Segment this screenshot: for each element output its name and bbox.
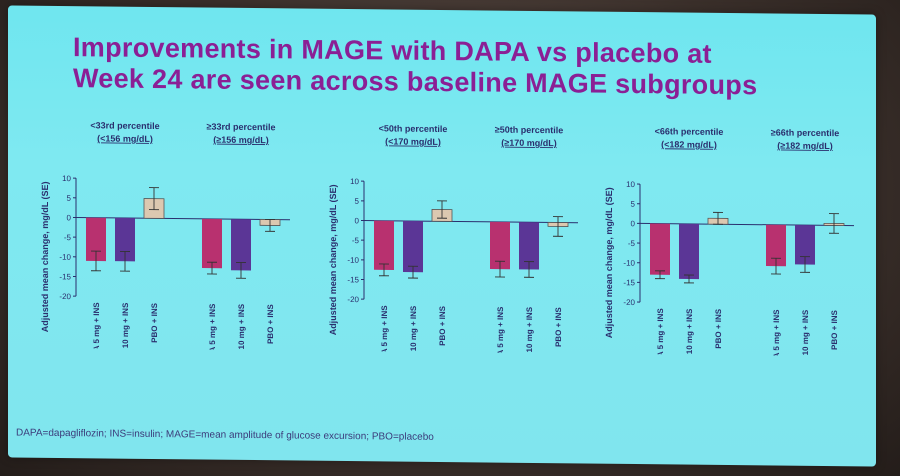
bar [519,222,539,270]
category-label: PBO + INS [150,302,159,343]
y-tick-label: -5 [628,239,636,248]
category-label: DAPA 10 mg + INS [121,302,130,351]
category-label: DAPA 10 mg + INS [237,303,246,350]
y-tick-label: 10 [350,177,359,186]
category-label: DAPA 10 mg + INS [801,309,810,356]
group-subheader: (<170 mg/dL) [385,136,441,147]
group-subheader: (<156 mg/dL) [97,133,153,144]
zero-baseline [640,222,854,227]
y-axis-label: Adjusted mean change, mg/dL (SE) [604,187,614,338]
slide-title: Improvements in MAGE with DAPA vs placeb… [73,32,833,102]
group-subheader: (≥182 mg/dL) [777,141,832,152]
group-header: <33rd percentile [90,120,159,131]
y-tick-label: -15 [59,272,71,281]
group-header: <66th percentile [655,126,724,137]
category-label: DAPA 5 mg + INS [496,306,505,354]
bar [202,218,222,269]
y-tick-label: 0 [355,216,360,225]
bar [795,225,815,265]
y-tick-label: 0 [631,219,636,228]
group-header: ≥50th percentile [495,125,563,136]
group-header: ≥33rd percentile [207,122,276,133]
category-label: PBO + INS [438,305,447,346]
y-tick-label: 5 [67,194,72,203]
zero-baseline [364,220,578,224]
bar-chart-50th-percentile: Adjusted mean change, mg/dL (SE) 10 5 0 -5 -1… [328,123,578,354]
bar-chart-66th-percentile: Adjusted mean change, mg/dL (SE) 10 5 0 -5 -1… [604,126,854,357]
y-tick-label: -15 [347,275,359,284]
y-tick-label: -10 [59,253,71,262]
y-axis-label: Adjusted mean change, mg/dL (SE) [40,181,50,332]
y-tick-label: 10 [62,174,71,183]
bar [650,223,670,275]
category-label: DAPA 5 mg + INS [380,305,389,354]
y-axis-label: Adjusted mean change, mg/dL (SE) [328,184,338,335]
bar-chart-33rd-percentile: Adjusted mean change, mg/dL (SE) 10 5 0 -5 -1… [40,120,290,351]
bar [231,219,251,271]
bar [86,217,106,262]
bar [403,220,423,273]
abbreviations-footnote: DAPA=dapagliflozin; INS=insulin; MAGE=me… [16,427,434,443]
category-label: DAPA 5 mg + INS [656,308,665,357]
group-subheader: (<182 mg/dL) [661,139,717,150]
y-tick-label: -20 [59,292,71,301]
y-tick-label: -10 [347,256,359,265]
group-header: <50th percentile [379,123,448,134]
group-header: ≥66th percentile [771,127,839,138]
y-tick-label: -20 [623,298,635,307]
y-tick-label: 5 [631,200,636,209]
y-tick-label: 5 [355,197,360,206]
category-label: PBO + INS [554,307,563,348]
category-label: PBO + INS [266,304,275,345]
category-label: DAPA 10 mg + INS [685,308,694,357]
bar [374,220,394,270]
y-tick-label: -5 [352,236,360,245]
bar [115,217,135,262]
category-label: PBO + INS [714,308,723,349]
category-label: DAPA 5 mg + INS [772,309,781,357]
y-tick-label: -20 [347,295,359,304]
group-subheader: (≥170 mg/dL) [501,138,556,149]
bar [490,221,510,270]
category-label: DAPA 5 mg + INS [208,303,217,351]
y-tick-label: 0 [67,213,72,222]
y-tick-label: 10 [626,180,635,189]
category-label: PBO + INS [830,309,839,350]
group-subheader: (≥156 mg/dL) [213,135,268,146]
category-label: DAPA 5 mg + INS [92,302,101,351]
category-label: DAPA 10 mg + INS [525,306,534,353]
category-label: DAPA 10 mg + INS [409,305,418,354]
bar [679,223,699,280]
slide-title-line-2: Week 24 are seen across baseline MAGE su… [73,63,758,101]
zero-baseline [76,217,290,221]
y-tick-label: -10 [623,259,635,268]
y-tick-label: -5 [64,233,72,242]
y-tick-label: -15 [623,278,635,287]
presentation-slide: Improvements in MAGE with DAPA vs placeb… [8,5,876,467]
bar [766,224,786,267]
